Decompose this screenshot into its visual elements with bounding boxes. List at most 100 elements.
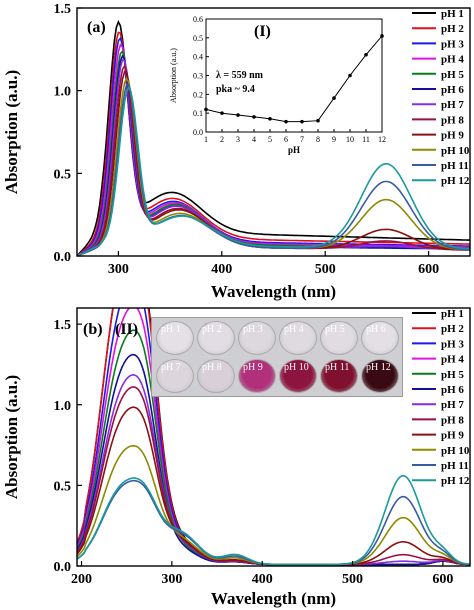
well-label: pH 6 bbox=[366, 324, 386, 335]
inset-x-tick-label: 6 bbox=[284, 135, 288, 144]
panel-label-inset: (I) bbox=[254, 23, 271, 40]
legend-label-b: pH 12 bbox=[441, 475, 470, 487]
legend-label-a: pH 10 bbox=[441, 145, 470, 157]
inset-y-tick-label: 0.0 bbox=[193, 128, 203, 137]
legend-label-a: pH 11 bbox=[441, 160, 469, 172]
inset-line bbox=[205, 35, 383, 123]
well-label: pH 12 bbox=[366, 362, 391, 373]
well-label: pH 4 bbox=[284, 324, 304, 335]
series-line-ph7 bbox=[77, 373, 470, 566]
inset-y-tick-label: 0.2 bbox=[193, 90, 203, 99]
inset-annotation-pka: pka ~ 9.4 bbox=[216, 84, 255, 95]
series-line-ph10 bbox=[77, 444, 470, 566]
y-tick-label-b: 0.5 bbox=[54, 479, 72, 494]
inset-point bbox=[236, 113, 240, 117]
legend-label-a: pH 6 bbox=[441, 84, 464, 96]
legend-label-b: pH 6 bbox=[441, 384, 464, 396]
inset-y-tick-label: 0.5 bbox=[193, 34, 203, 43]
panel-label-inset-ii: (II) bbox=[115, 321, 138, 338]
inset-y-tick-label: 0.4 bbox=[193, 53, 203, 62]
legend-label-b: pH 7 bbox=[441, 399, 464, 411]
well-ph12 bbox=[361, 359, 399, 393]
inset-point bbox=[300, 119, 304, 124]
inset-x-tick-label: 8 bbox=[316, 135, 320, 144]
x-tick-label-b: 400 bbox=[252, 572, 273, 587]
inset-x-tick-label: 4 bbox=[252, 135, 256, 144]
inset-annotation-lambda: λ = 559 nm bbox=[216, 70, 264, 81]
inset-point bbox=[268, 117, 272, 121]
legend-label-a: pH 4 bbox=[441, 54, 464, 66]
x-tick-label-a: 300 bbox=[108, 262, 129, 277]
well-label: pH 11 bbox=[325, 362, 350, 373]
y-tick-label-a: 1.5 bbox=[54, 2, 72, 17]
panel-a-inset: 1 2 3 4 5 6 7 8 9 10 11 120.00.10.20.30.40.50.6pHAb… bbox=[158, 10, 394, 158]
y-tick-label-a: 0.0 bbox=[54, 250, 72, 265]
inset-x-tick-label: 9 bbox=[332, 135, 336, 144]
legend-label-b: pH 8 bbox=[441, 414, 464, 426]
x-tick-label-b: 600 bbox=[432, 572, 453, 587]
legend-label-b: pH 2 bbox=[441, 323, 464, 335]
well-label: pH 1 bbox=[161, 324, 181, 335]
y-tick-label-a: 1.0 bbox=[54, 85, 72, 100]
legend-label-b: pH 10 bbox=[441, 445, 470, 457]
legend-label-a: pH 7 bbox=[441, 99, 464, 111]
well-label: pH 5 bbox=[325, 324, 345, 335]
inset-point bbox=[348, 73, 352, 78]
series-line-ph12 bbox=[77, 85, 470, 256]
well-ph3 bbox=[238, 321, 276, 355]
legend-label-b: pH 1 bbox=[441, 308, 464, 320]
well-label: pH 10 bbox=[284, 362, 309, 373]
series-line-ph8 bbox=[77, 386, 470, 566]
inset-x-tick-label: 3 bbox=[236, 135, 240, 144]
series-line-ph12 bbox=[77, 475, 470, 566]
legend-label-b: pH 5 bbox=[441, 369, 464, 381]
x-tick-label-b: 300 bbox=[161, 572, 182, 587]
panel-a: 300 400 500 600 0.0 0.5 1.0 1.5 Wavelength (nm) A… bbox=[2, 2, 471, 301]
x-tick-label-a: 500 bbox=[315, 262, 336, 277]
well-ph8 bbox=[197, 359, 235, 393]
inset-point bbox=[204, 107, 208, 112]
inset-x-tick-label: 2 bbox=[220, 135, 224, 144]
well-label: pH 2 bbox=[202, 324, 222, 335]
legend-label-a: pH 3 bbox=[441, 38, 464, 50]
legend-label-a: pH 5 bbox=[441, 69, 464, 81]
inset-point bbox=[284, 119, 288, 124]
legend-label-a: pH 8 bbox=[441, 114, 464, 126]
y-tick-label-b: 1.5 bbox=[54, 318, 72, 333]
well-ph2 bbox=[197, 321, 235, 355]
legend-label-b: pH 9 bbox=[441, 430, 464, 442]
well-label: pH 3 bbox=[243, 324, 263, 335]
inset-point bbox=[220, 111, 224, 115]
inset-x-tick-label: 11 bbox=[362, 135, 370, 144]
x-axis-title-a: Wavelength (nm) bbox=[211, 282, 336, 301]
inset-y-axis-title: Absorption (a.u.) bbox=[169, 48, 178, 103]
y-tick-label-b: 0.0 bbox=[54, 560, 72, 575]
series-line-ph9 bbox=[77, 406, 470, 566]
series-line-ph11 bbox=[77, 83, 470, 256]
well-ph1 bbox=[156, 321, 194, 355]
inset-x-tick-label: 5 bbox=[268, 135, 272, 144]
inset-y-tick-label: 0.3 bbox=[193, 72, 203, 81]
inset-x-tick-label: 7 bbox=[300, 135, 304, 144]
ph-wells-photo: pH 1 pH 2 pH 3 pH 4 pH 5 pH 6 pH 7 pH 8 pH 9 pH 1… bbox=[151, 317, 403, 397]
well-ph10 bbox=[279, 359, 317, 393]
inset-y-tick-label: 0.6 bbox=[193, 15, 203, 24]
inset-y-tick-label: 0.1 bbox=[193, 109, 203, 118]
series-b bbox=[77, 308, 470, 566]
x-tick-label-b: 500 bbox=[342, 572, 363, 587]
legend-label-a: pH 1 bbox=[441, 8, 464, 20]
well-label: pH 9 bbox=[243, 362, 263, 373]
inset-background bbox=[158, 10, 394, 158]
inset-x-tick-label: 1 bbox=[204, 135, 208, 144]
y-tick-label-b: 1.0 bbox=[54, 399, 72, 414]
x-tick-label-a: 400 bbox=[211, 262, 232, 277]
y-axis-title-b: Absorption (a.u.) bbox=[2, 375, 21, 499]
x-tick-label-b: 200 bbox=[71, 572, 92, 587]
plot-frame-a bbox=[76, 7, 471, 257]
legend-label-a: pH 2 bbox=[441, 23, 464, 35]
panel-label-a: (a) bbox=[87, 19, 106, 36]
legend-label-b: pH 3 bbox=[441, 338, 464, 350]
inset-x-tick-label: 12 bbox=[378, 135, 386, 144]
plot-frame-b bbox=[76, 307, 471, 567]
